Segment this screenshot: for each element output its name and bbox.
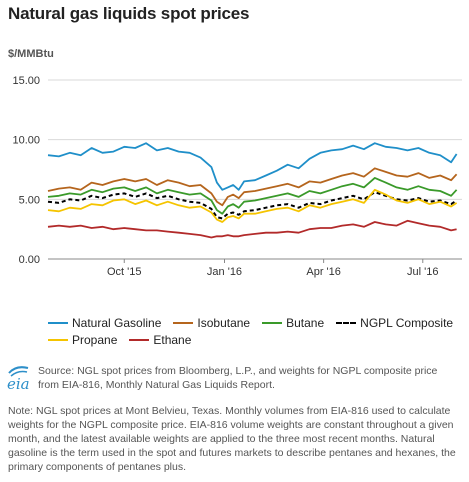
source-text: Source: NGL spot prices from Bloomberg, … xyxy=(38,365,438,391)
eia-logo-icon: eia xyxy=(7,366,30,393)
series-line-butane xyxy=(47,177,458,215)
x-tick-label: Oct '15 xyxy=(107,266,142,278)
legend-swatch xyxy=(48,321,68,324)
legend-label: Propane xyxy=(72,332,118,347)
x-tick-label: Jul '16 xyxy=(407,266,438,278)
legend-item: Propane xyxy=(48,333,117,347)
y-tick-label: 15.00 xyxy=(12,75,40,87)
y-tick-label: 5.00 xyxy=(19,194,40,206)
legend-item: Butane xyxy=(262,316,324,330)
legend-row: Propane Ethane xyxy=(48,331,458,348)
y-axis-unit-label: $/MMBtu xyxy=(8,48,54,60)
chart-title: Natural gas liquids spot prices xyxy=(8,4,250,23)
legend-label: NGPL Composite xyxy=(360,315,454,330)
legend-swatch xyxy=(173,321,194,324)
line-chart: 0.00 5.00 10.00 15.00 Oct '15 Jan '16 Apr '16 J… xyxy=(12,75,462,278)
series-line-propane xyxy=(47,188,458,223)
x-tick-label: Jan '16 xyxy=(207,266,242,278)
y-tick-label: 10.00 xyxy=(12,135,40,147)
legend-swatch xyxy=(129,338,150,341)
legend-item: Isobutane xyxy=(173,316,250,330)
legend-item: Natural Gasoline xyxy=(48,316,161,330)
legend-swatch xyxy=(262,321,283,324)
legend-swatch xyxy=(48,338,68,341)
note-text: Note: NGL spot prices at Mont Belvieu, T… xyxy=(8,405,456,473)
series-line-natural-gasoline xyxy=(47,142,458,191)
chart-legend: Natural Gasoline Isobutane Butane NGPL Comp… xyxy=(48,314,458,348)
legend-label: Butane xyxy=(286,315,325,330)
legend-swatch xyxy=(336,321,357,324)
legend-item: Ethane xyxy=(129,333,191,347)
legend-label: Ethane xyxy=(153,332,192,347)
series-line-ethane xyxy=(47,219,457,239)
y-tick-label: 0.00 xyxy=(19,254,40,266)
eia-logo-text: eia xyxy=(7,375,30,393)
legend-item: NGPL Composite xyxy=(336,316,453,330)
series-line-isobutane xyxy=(47,167,458,207)
legend-row: Natural Gasoline Isobutane Butane NGPL Comp… xyxy=(48,314,458,331)
x-tick-label: Apr '16 xyxy=(306,266,341,278)
series-line-ngpl-composite xyxy=(47,191,458,220)
legend-label: Natural Gasoline xyxy=(72,315,162,330)
legend-label: Isobutane xyxy=(197,315,251,330)
